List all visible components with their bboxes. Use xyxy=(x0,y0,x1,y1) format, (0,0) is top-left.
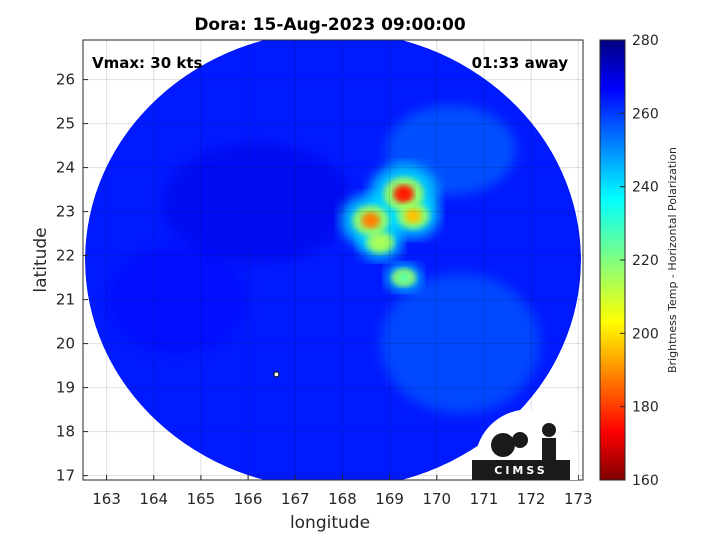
colorbar-tick-label: 200 xyxy=(632,326,659,342)
swath-warm-band xyxy=(380,273,541,414)
y-tick-label: 22 xyxy=(56,247,75,265)
grid-lines xyxy=(83,40,583,480)
logo-dish-icon xyxy=(491,433,515,457)
colorbar-tick-label: 260 xyxy=(632,106,659,122)
colorbar: 280 260 240 220 200 180 160 Brightness Temp - … xyxy=(599,33,679,489)
x-tick-label: 168 xyxy=(328,490,357,508)
x-tick-label: 170 xyxy=(422,490,451,508)
logo-text: CIMSS xyxy=(494,464,547,477)
y-tick-label: 18 xyxy=(56,423,75,441)
plot-frame xyxy=(82,39,584,481)
swath-cold-band xyxy=(107,244,248,355)
colorbar-tick-label: 240 xyxy=(632,180,659,196)
y-tick-label: 24 xyxy=(56,159,75,177)
convective-core xyxy=(397,272,410,283)
storm-center-marker xyxy=(273,371,280,378)
y-tick-label: 17 xyxy=(56,467,75,485)
cimss-logo: CIMSS xyxy=(472,409,578,480)
colorbar-tick-label: 180 xyxy=(632,400,659,416)
x-tick-label: 171 xyxy=(470,490,499,508)
x-tick-label: 165 xyxy=(187,490,216,508)
chart-title: Dora: 15-Aug-2023 09:00:00 xyxy=(194,15,466,35)
logo-tower-tank-icon xyxy=(542,423,556,437)
x-tick-label: 163 xyxy=(92,490,121,508)
convective-core xyxy=(373,236,388,249)
swath-cold-band xyxy=(162,142,353,263)
colorbar-tick-label: 220 xyxy=(632,253,659,269)
logo-tower-icon xyxy=(542,438,556,460)
colorbar-label: Brightness Temp - Horizontal Polarizatio… xyxy=(666,147,679,373)
y-tick-label: 20 xyxy=(56,335,75,353)
convective-core xyxy=(361,212,380,229)
time-away-annotation: 01:33 away xyxy=(472,54,569,72)
plot-area: 163 164 165 166 167 168 169 170 171 172 173 17 18 19… xyxy=(56,39,593,508)
y-axis-label: latitude xyxy=(31,227,51,292)
x-axis-label: longitude xyxy=(290,513,370,533)
y-axis: 17 18 19 20 21 22 23 24 25 26 xyxy=(56,71,88,485)
x-tick-label: 167 xyxy=(281,490,310,508)
colorbar-tick-label: 280 xyxy=(632,33,659,49)
logo-dish-small-icon xyxy=(512,432,528,448)
swath-disk xyxy=(85,40,581,480)
y-tick-label: 23 xyxy=(56,203,75,221)
y-tick-label: 21 xyxy=(56,291,75,309)
convective-core xyxy=(405,209,422,223)
y-tick-label: 19 xyxy=(56,379,75,397)
colorbar-ticks: 280 260 240 220 200 180 160 xyxy=(620,33,659,489)
logo-banner xyxy=(472,460,570,480)
swath-layer xyxy=(85,40,581,480)
x-tick-label: 169 xyxy=(375,490,404,508)
x-tick-label: 172 xyxy=(517,490,546,508)
y-tick-label: 25 xyxy=(56,115,75,133)
x-tick-label: 164 xyxy=(139,490,168,508)
vmax-annotation: Vmax: 30 kts xyxy=(92,54,202,72)
convective-core xyxy=(393,185,414,203)
x-tick-label: 166 xyxy=(234,490,263,508)
colorbar-tick-label: 160 xyxy=(632,473,659,489)
y-tick-label: 26 xyxy=(56,71,75,89)
x-axis: 163 164 165 166 167 168 169 170 171 172 173 xyxy=(92,475,593,508)
x-tick-label: 173 xyxy=(564,490,593,508)
